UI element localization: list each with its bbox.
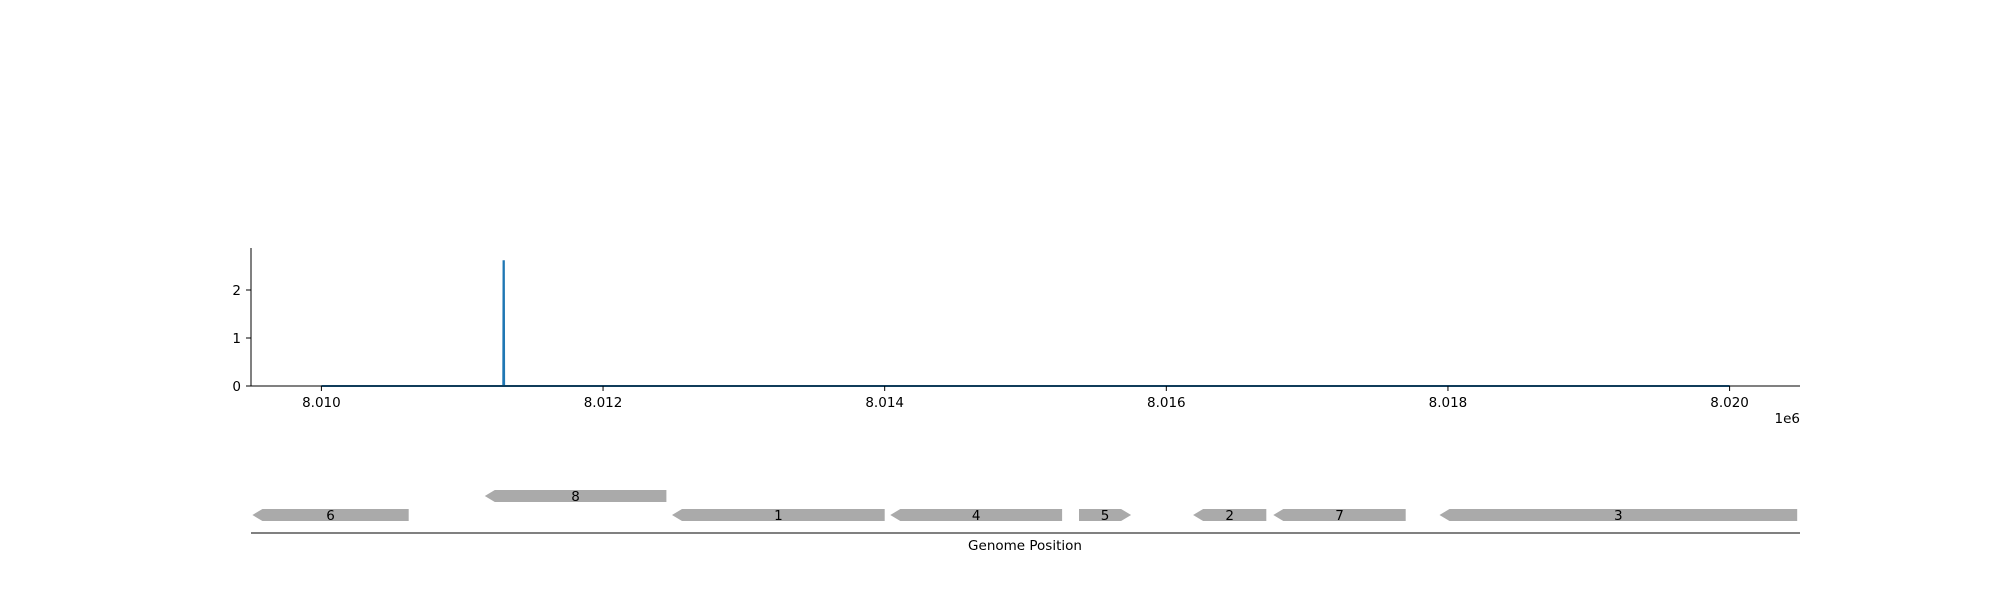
- x-tick-label: 8.016: [1147, 395, 1186, 411]
- gene-feature-label: 7: [1335, 508, 1344, 524]
- gene-feature-label: 5: [1101, 508, 1110, 524]
- x-tick-label: 8.018: [1429, 395, 1468, 411]
- gene-feature-label: 6: [326, 508, 335, 524]
- gene-feature-label: 1: [774, 508, 783, 524]
- gene-track-xlabel: Genome Position: [968, 538, 1082, 554]
- gene-feature-label: 8: [571, 489, 580, 505]
- x-tick-label: 8.012: [584, 395, 623, 411]
- gene-feature-label: 2: [1225, 508, 1234, 524]
- gene-feature-label: 4: [972, 508, 981, 524]
- gene-feature-label: 3: [1614, 508, 1623, 524]
- x-tick-label: 8.014: [865, 395, 904, 411]
- x-tick-label: 8.020: [1710, 395, 1749, 411]
- y-tick-label: 1: [232, 331, 241, 347]
- y-tick-label: 0: [232, 379, 241, 395]
- x-axis-offset-label: 1e6: [1775, 411, 1800, 427]
- x-tick-label: 8.010: [302, 395, 341, 411]
- y-tick-label: 2: [232, 283, 241, 299]
